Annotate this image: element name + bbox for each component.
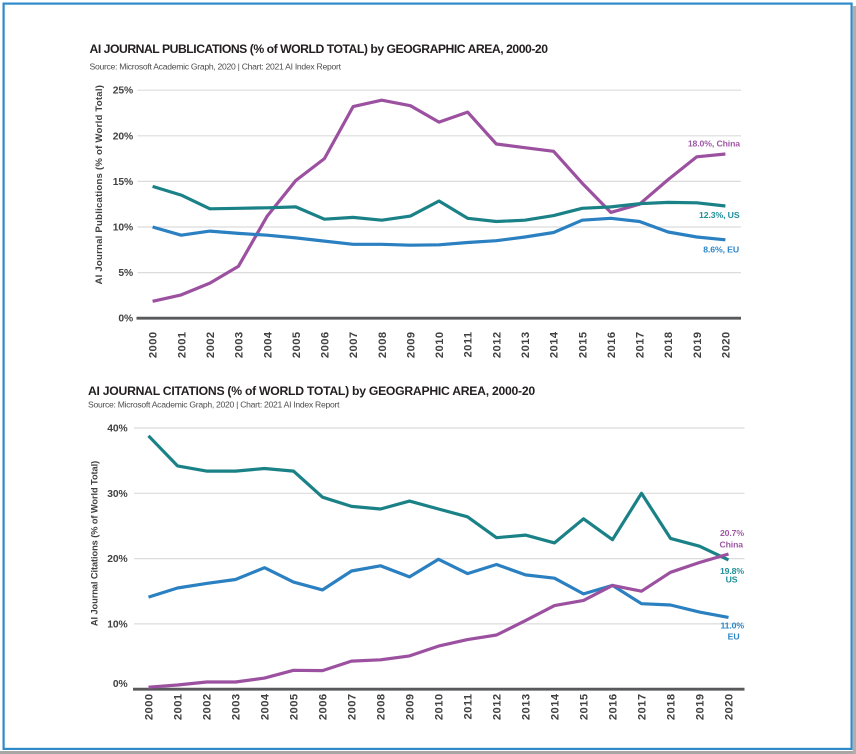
svg-text:2017: 2017 (637, 694, 649, 721)
svg-text:2010: 2010 (434, 694, 446, 721)
svg-text:0%: 0% (113, 679, 128, 690)
svg-text:2017: 2017 (635, 332, 647, 359)
svg-text:25%: 25% (113, 86, 133, 97)
svg-text:2012: 2012 (491, 332, 503, 359)
svg-text:AI JOURNAL CITATIONS (% of WOR: AI JOURNAL CITATIONS (% of WORLD TOTAL) … (88, 384, 535, 398)
svg-text:2002: 2002 (202, 694, 214, 721)
svg-text:2005: 2005 (289, 694, 301, 721)
svg-text:2019: 2019 (695, 694, 707, 721)
svg-text:2000: 2000 (144, 694, 156, 721)
svg-text:2016: 2016 (606, 332, 618, 359)
svg-text:2016: 2016 (608, 694, 620, 721)
svg-text:2014: 2014 (550, 693, 562, 720)
svg-text:30%: 30% (107, 489, 127, 500)
svg-text:10%: 10% (107, 619, 127, 630)
svg-text:18.0%, China: 18.0%, China (688, 139, 740, 149)
svg-text:2014: 2014 (549, 331, 561, 358)
svg-text:2001: 2001 (176, 332, 188, 359)
svg-text:2007: 2007 (348, 332, 360, 359)
svg-text:12.3%, US: 12.3%, US (699, 210, 740, 220)
svg-text:2006: 2006 (320, 332, 332, 359)
svg-text:2020: 2020 (721, 332, 733, 359)
svg-text:5%: 5% (118, 268, 133, 279)
svg-text:2011: 2011 (463, 694, 475, 720)
svg-text:40%: 40% (107, 424, 127, 435)
svg-text:2018: 2018 (663, 332, 675, 359)
svg-text:10%: 10% (113, 223, 133, 234)
svg-text:AI Journal Citations (% of Wor: AI Journal Citations (% of World Total) (90, 461, 100, 626)
svg-text:2011: 2011 (463, 332, 475, 358)
svg-text:2010: 2010 (434, 332, 446, 359)
svg-text:15%: 15% (113, 177, 133, 188)
svg-text:2005: 2005 (291, 332, 303, 359)
svg-text:Source: Microsoft Academic Gra: Source: Microsoft Academic Graph, 2020 |… (90, 62, 342, 72)
svg-text:2008: 2008 (377, 332, 389, 359)
svg-text:US: US (726, 575, 738, 585)
svg-text:2007: 2007 (347, 694, 359, 721)
svg-text:2001: 2001 (173, 694, 185, 721)
svg-text:2004: 2004 (260, 693, 272, 720)
svg-text:2009: 2009 (406, 332, 418, 359)
svg-text:2004: 2004 (262, 331, 274, 358)
svg-text:19.8%: 19.8% (720, 566, 744, 576)
svg-text:2002: 2002 (205, 332, 217, 359)
svg-text:2019: 2019 (692, 332, 704, 359)
svg-text:2003: 2003 (234, 332, 246, 359)
svg-text:EU: EU (728, 632, 740, 642)
svg-text:2012: 2012 (492, 694, 504, 721)
svg-text:11.0%: 11.0% (720, 621, 744, 631)
svg-text:20.7%: 20.7% (720, 528, 744, 538)
svg-text:0%: 0% (118, 314, 133, 325)
svg-text:2015: 2015 (577, 332, 589, 359)
svg-text:China: China (719, 540, 743, 550)
svg-text:2013: 2013 (520, 332, 532, 359)
svg-text:2000: 2000 (148, 332, 160, 359)
svg-text:2006: 2006 (318, 694, 330, 721)
svg-text:2015: 2015 (579, 694, 591, 721)
svg-text:2020: 2020 (724, 694, 736, 721)
svg-text:2018: 2018 (666, 694, 678, 721)
svg-text:2003: 2003 (231, 694, 243, 721)
svg-text:2008: 2008 (376, 694, 388, 721)
svg-text:2013: 2013 (521, 694, 533, 721)
svg-text:AI JOURNAL PUBLICATIONS (% of: AI JOURNAL PUBLICATIONS (% of WORLD TOTA… (90, 42, 549, 56)
svg-text:2009: 2009 (405, 694, 417, 721)
svg-text:Source: Microsoft Academic Gra: Source: Microsoft Academic Graph, 2020 |… (88, 400, 340, 410)
svg-text:8.6%, EU: 8.6%, EU (703, 245, 739, 255)
svg-text:AI Journal Publications (% of: AI Journal Publications (% of World Tota… (94, 85, 105, 285)
svg-text:20%: 20% (107, 554, 127, 565)
svg-text:20%: 20% (113, 131, 133, 142)
